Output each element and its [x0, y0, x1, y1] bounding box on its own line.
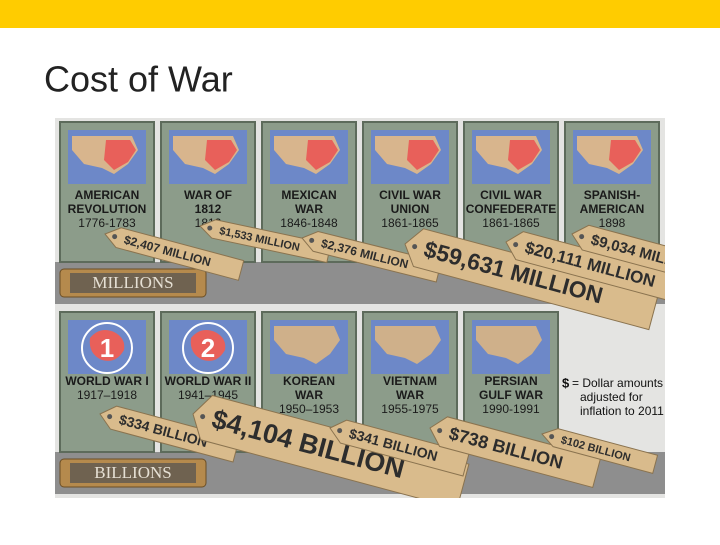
tag-shape: [571, 224, 665, 291]
war-years: 1955-1975: [381, 402, 439, 416]
war-name: MEXICAN: [281, 188, 336, 202]
highlight: [508, 140, 540, 170]
slide-title: Cost of War: [44, 59, 233, 100]
tag-hole: [513, 242, 519, 248]
war-name: KOREAN: [283, 374, 335, 388]
infographic: MILLIONSBILLIONSAMERICANREVOLUTION1776-1…: [55, 118, 665, 498]
highlight: [205, 140, 237, 170]
highlight: [609, 140, 641, 170]
war-name: AMERICAN: [580, 202, 645, 216]
tag-shape: [505, 231, 665, 308]
land: [274, 326, 340, 364]
war-years: 1776-1783: [78, 216, 136, 230]
tag-hole: [412, 244, 418, 250]
tag-hole: [549, 434, 555, 440]
tag-shape: [404, 228, 660, 331]
war-years: 1861-1865: [482, 216, 540, 230]
war-name: WAR: [396, 388, 424, 402]
tag-hole: [309, 237, 315, 243]
war-name: WAR OF: [184, 188, 232, 202]
war-badge: 1: [100, 333, 114, 363]
war-name: AMERICAN: [75, 188, 140, 202]
war-years: 1950–1953: [279, 402, 339, 416]
highlight: [407, 140, 439, 170]
war-name: SPANISH-: [584, 188, 640, 202]
war-years: 1917–1918: [77, 388, 137, 402]
tag-hole: [200, 414, 206, 420]
land: [476, 326, 542, 364]
war-name: 1812: [195, 202, 222, 216]
tag-hole: [337, 428, 343, 434]
highlight: [104, 140, 136, 170]
war-years: 1846-1848: [280, 216, 338, 230]
legend-text: adjusted for: [580, 390, 643, 404]
legend-text: inflation to 2011: [580, 404, 664, 418]
war-name: CIVIL WAR: [379, 188, 441, 202]
legend-symbol: $: [562, 375, 570, 390]
tag-shape: [541, 428, 659, 474]
land: [89, 330, 125, 361]
row-label: MILLIONS: [92, 273, 173, 292]
tag-shape: [99, 405, 240, 463]
row-label: BILLIONS: [94, 463, 171, 482]
highlight: [306, 140, 338, 170]
tag-hole: [107, 414, 113, 420]
war-name: VIETNAM: [383, 374, 437, 388]
tag-shape: [192, 394, 470, 498]
war-name: WORLD WAR I: [65, 374, 148, 388]
war-name: CIVIL WAR: [480, 188, 542, 202]
plaque-inner: [70, 463, 196, 483]
war-years: 1990-1991: [482, 402, 540, 416]
war-badge: 2: [201, 333, 215, 363]
legend-text: = Dollar amounts: [572, 376, 663, 390]
tag-hole: [437, 428, 443, 434]
tag-shape: [429, 416, 602, 489]
war-name: REVOLUTION: [68, 202, 147, 216]
plaque-inner: [70, 273, 196, 293]
tag-hole: [112, 234, 118, 240]
tag-shape: [329, 419, 470, 477]
war-name: WAR: [295, 202, 323, 216]
land: [375, 326, 441, 364]
war-years: 1898: [599, 216, 626, 230]
tag-hole: [207, 225, 213, 231]
war-name: UNION: [391, 202, 430, 216]
tag-hole: [579, 234, 585, 240]
war-name: PERSIAN: [484, 374, 537, 388]
land: [190, 330, 226, 361]
war-years: 1861-1865: [381, 216, 439, 230]
war-name: WAR: [295, 388, 323, 402]
war-name: WORLD WAR II: [165, 374, 252, 388]
war-name: CONFEDERATE: [466, 202, 556, 216]
top-band: [0, 0, 720, 28]
tag-shape: [104, 227, 245, 281]
war-name: GULF WAR: [479, 388, 543, 402]
